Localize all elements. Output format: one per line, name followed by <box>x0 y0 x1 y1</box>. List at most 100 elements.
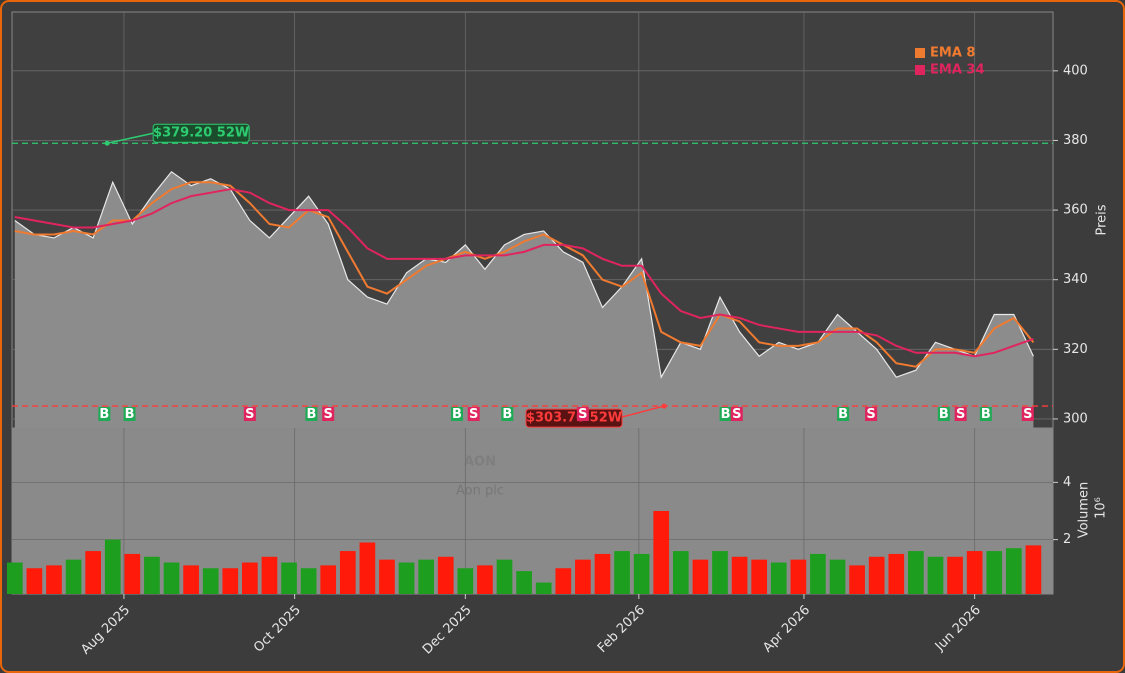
volume-bar <box>457 568 474 594</box>
volume-bar <box>829 559 846 594</box>
volume-bar <box>496 559 513 594</box>
volume-bar <box>477 565 493 594</box>
volume-bar <box>868 556 885 594</box>
volume-bar <box>672 551 689 594</box>
signal-label: S <box>469 407 478 422</box>
volume-bar <box>770 562 787 594</box>
volume-bar <box>653 511 670 594</box>
signal-label: B <box>939 407 949 422</box>
volume-axis-label: Volumen <box>1077 482 1092 539</box>
volume-bar <box>516 571 532 594</box>
y-tick-label: 300 <box>1063 411 1088 426</box>
volume-bar <box>712 551 728 594</box>
price-axis-label: Preis <box>1095 204 1110 235</box>
volume-bar <box>535 582 552 594</box>
volume-bar <box>222 568 239 594</box>
legend-swatch <box>915 65 925 75</box>
company-watermark: Aon plc <box>456 484 504 499</box>
volume-bar <box>6 562 23 594</box>
volume-bar <box>437 556 454 594</box>
signal-label: S <box>245 407 254 422</box>
signal-marker <box>954 407 967 421</box>
volume-bar <box>927 556 944 594</box>
signal-marker <box>450 407 463 421</box>
volume-bar <box>966 551 983 594</box>
volume-bar <box>65 559 82 594</box>
y-tick-label: 2 <box>1063 532 1071 547</box>
volume-bar <box>359 542 376 594</box>
signal-marker <box>467 407 480 421</box>
signal-label: B <box>981 407 991 422</box>
y-tick-label: 360 <box>1063 203 1088 218</box>
signal-marker <box>501 407 514 421</box>
volume-bar <box>46 565 62 594</box>
y-tick-label: 400 <box>1063 63 1088 78</box>
volume-bar <box>614 551 630 594</box>
signal-label: S <box>1023 407 1032 422</box>
level-box <box>525 408 623 428</box>
volume-bar <box>633 553 650 594</box>
signal-label: B <box>721 407 731 422</box>
volume-bar <box>1005 548 1022 594</box>
volume-bar <box>300 568 317 594</box>
signal-label: S <box>956 407 965 422</box>
level-arrow <box>106 132 154 144</box>
volume-bar <box>242 562 258 594</box>
signal-label: B <box>838 407 848 422</box>
volume-bar <box>398 562 415 594</box>
level-label: $303.70 52W <box>526 411 622 426</box>
signal-label: B <box>306 407 316 422</box>
volume-bar <box>594 553 611 594</box>
legend-label: EMA 8 <box>930 46 975 61</box>
volume-bar <box>692 559 709 594</box>
volume-bar <box>849 565 865 594</box>
volume-bar <box>575 559 591 594</box>
signal-label: B <box>99 407 109 422</box>
volume-bar <box>790 559 807 594</box>
volume-bar <box>731 556 748 594</box>
signal-label: S <box>578 407 587 422</box>
signal-marker <box>719 407 732 421</box>
signal-marker <box>322 407 335 421</box>
volume-bar <box>104 539 121 594</box>
volume-bar <box>947 556 963 594</box>
volume-bar <box>144 556 160 594</box>
ema-line <box>14 188 1034 358</box>
volume-bar <box>555 568 572 594</box>
legend-label: EMA 34 <box>930 63 985 78</box>
signal-label: B <box>125 407 135 422</box>
price-area <box>14 171 1034 428</box>
signal-marker <box>979 407 992 421</box>
volume-bar <box>163 562 180 594</box>
volume-bar <box>418 559 434 594</box>
legend-swatch <box>915 48 925 58</box>
y-tick-label: 320 <box>1063 342 1088 357</box>
volume-bar <box>379 559 395 594</box>
volume-bar <box>261 556 278 594</box>
volume-bar <box>202 568 219 594</box>
signal-label: B <box>502 407 512 422</box>
volume-bar <box>320 565 337 594</box>
volume-bar <box>888 553 905 594</box>
y-tick-label: 4 <box>1063 475 1071 490</box>
signal-marker <box>243 407 256 421</box>
volume-bar <box>26 568 43 594</box>
level-arrow <box>617 405 665 419</box>
signal-label: S <box>324 407 333 422</box>
volume-unit: 10⁶ <box>1094 497 1109 519</box>
symbol-watermark: AON <box>464 455 496 470</box>
y-tick-label: 340 <box>1063 272 1088 287</box>
signal-marker <box>730 407 743 421</box>
level-point <box>104 140 110 146</box>
level-box <box>152 123 250 143</box>
volume-bar <box>339 551 356 594</box>
signal-label: S <box>866 407 875 422</box>
volume-bar <box>124 553 141 594</box>
level-label: $379.20 52W <box>153 126 249 141</box>
volume-bar <box>751 559 768 594</box>
signal-marker <box>305 407 318 421</box>
volume-bar <box>810 553 826 594</box>
level-point <box>661 403 667 409</box>
